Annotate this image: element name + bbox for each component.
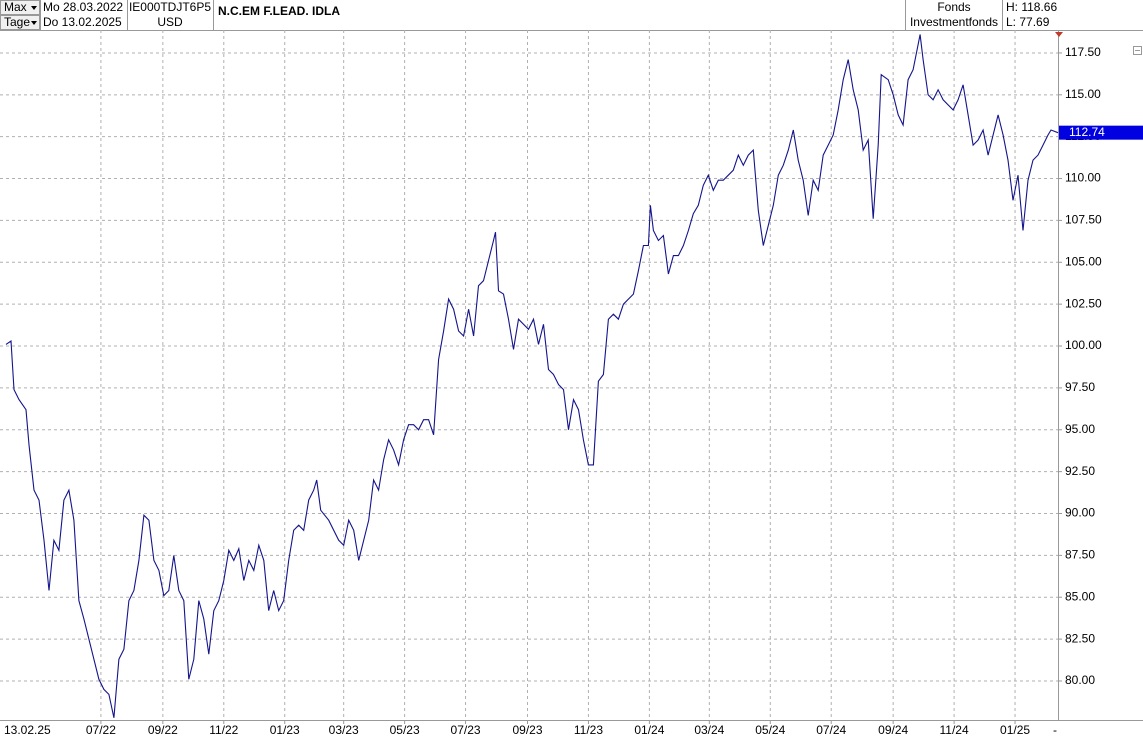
last-value-label: 112.74 bbox=[1069, 125, 1105, 139]
y-tick-label: 80.00 bbox=[1065, 673, 1095, 687]
low: L: 77.69 bbox=[1006, 15, 1050, 29]
last-value-box bbox=[1059, 125, 1143, 140]
x-tick-label: 01/24 bbox=[634, 723, 664, 737]
start-label: 13.02.25 bbox=[4, 723, 51, 737]
dropdown-arrow bbox=[31, 6, 37, 10]
collapse-icon[interactable] bbox=[1133, 46, 1142, 55]
from-date: Mo 28.03.2022 bbox=[43, 0, 123, 14]
unit-select[interactable] bbox=[0, 15, 40, 30]
y-tick-label: 110.00 bbox=[1065, 171, 1101, 185]
price-line bbox=[5, 34, 1059, 718]
x-tick-label: 11/23 bbox=[574, 723, 603, 737]
x-tick-label: 07/22 bbox=[86, 723, 116, 737]
x-tick-label: 11/22 bbox=[209, 723, 238, 737]
isin: IE000TDJT6P5 bbox=[129, 0, 211, 14]
y-tick-label: 117.50 bbox=[1065, 45, 1101, 59]
y-tick-label: 102.50 bbox=[1065, 296, 1102, 310]
kind: Fonds bbox=[937, 0, 970, 14]
x-tick-label: 03/23 bbox=[329, 723, 359, 737]
y-tick-label: 115.00 bbox=[1065, 87, 1101, 101]
range-select[interactable] bbox=[0, 0, 40, 15]
y-tick-label: 87.50 bbox=[1065, 548, 1095, 562]
x-tick-label: 01/25 bbox=[1000, 723, 1030, 737]
unit-text: Tage bbox=[4, 15, 30, 29]
x-tick-label: 05/24 bbox=[755, 723, 785, 737]
x-tick-label: 07/24 bbox=[816, 723, 846, 737]
x-tick-label: 01/23 bbox=[270, 723, 300, 737]
dropdown-arrow bbox=[31, 21, 37, 25]
x-tick-label: 03/24 bbox=[694, 723, 724, 737]
x-tick-label: 09/24 bbox=[878, 723, 908, 737]
y-tick-label: 97.50 bbox=[1065, 380, 1095, 394]
x-tick-label: 11/24 bbox=[940, 723, 969, 737]
y-tick-label: 100.00 bbox=[1065, 338, 1102, 352]
to-date: Do 13.02.2025 bbox=[43, 15, 122, 29]
x-tick-label: 09/23 bbox=[512, 723, 542, 737]
high: H: 118.66 bbox=[1006, 0, 1057, 14]
category: Investmentfonds bbox=[910, 15, 998, 29]
fund-name: N.C.EM F.LEAD. IDLA bbox=[218, 4, 340, 18]
y-tick-label: 85.00 bbox=[1065, 589, 1095, 603]
x-tick-label: 09/22 bbox=[148, 723, 178, 737]
end-label: - bbox=[1053, 723, 1057, 737]
y-tick-label: 95.00 bbox=[1065, 422, 1095, 436]
currency: USD bbox=[157, 15, 183, 29]
header: Max Tage Mo 28.03.2022 Do 13.02.2025 IE0… bbox=[0, 0, 1143, 31]
y-tick-label: 107.50 bbox=[1065, 213, 1102, 227]
y-tick-label: 90.00 bbox=[1065, 506, 1095, 520]
x-tick-label: 05/23 bbox=[390, 723, 420, 737]
y-tick-label: 105.00 bbox=[1065, 254, 1102, 268]
range-text: Max bbox=[4, 0, 27, 14]
x-tick-label: 07/23 bbox=[451, 723, 481, 737]
y-tick-label: 92.50 bbox=[1065, 464, 1095, 478]
y-tick-label: 82.50 bbox=[1065, 631, 1095, 645]
marker-triangle bbox=[1055, 32, 1063, 37]
